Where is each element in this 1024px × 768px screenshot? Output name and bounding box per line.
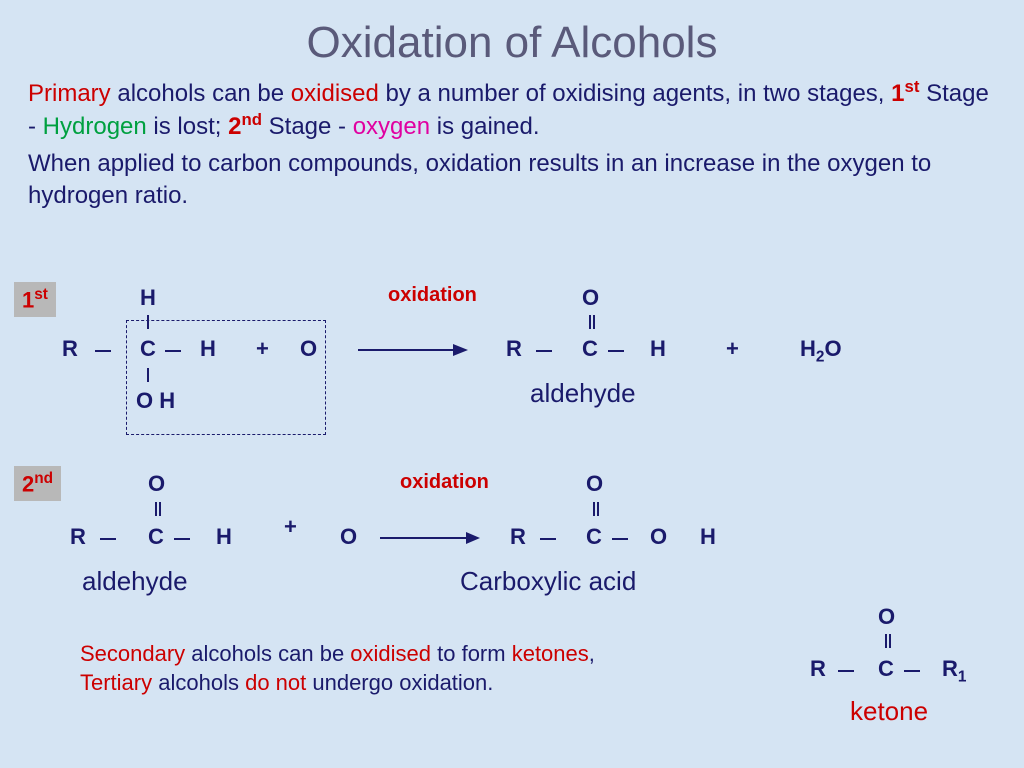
bond <box>904 670 920 672</box>
atom-c: C <box>140 336 156 362</box>
atom-o: O <box>586 471 603 497</box>
bond <box>608 350 624 352</box>
atom-c: C <box>878 656 894 682</box>
t: alcohols can be <box>111 80 291 107</box>
atom-h: H <box>700 524 716 550</box>
t: is gained. <box>430 113 539 140</box>
t: 2nd <box>228 113 262 140</box>
atom-c: C <box>148 524 164 550</box>
double-bond <box>593 502 599 516</box>
intro-block: Primary alcohols can be oxidised by a nu… <box>0 76 1024 211</box>
aldehyde-label: aldehyde <box>82 566 188 597</box>
page-title: Oxidation of Alcohols <box>0 0 1024 76</box>
oxidation-label: oxidation <box>388 284 477 307</box>
stage2-badge: 2nd <box>14 466 61 501</box>
atom-o: O <box>300 336 317 362</box>
stage1-badge: 1st <box>14 282 56 317</box>
txt-donot: do not <box>245 670 306 695</box>
txt-hydrogen: Hydrogen <box>43 113 147 140</box>
t: alcohols can be <box>185 641 350 666</box>
txt-ketones: ketones <box>512 641 589 666</box>
bond <box>838 670 854 672</box>
bond <box>536 350 552 352</box>
txt-oxygen: oxygen <box>353 113 430 140</box>
bond <box>147 315 149 329</box>
arrow-icon <box>358 340 468 365</box>
bond <box>540 538 556 540</box>
t: is lost; <box>147 113 228 140</box>
t: by a number of oxidising agents, in two … <box>379 80 891 107</box>
txt-primary: Primary <box>28 80 111 107</box>
atom-r: R <box>70 524 86 550</box>
atom-r1: R1 <box>942 656 966 686</box>
bond <box>100 538 116 540</box>
bond <box>174 538 190 540</box>
atom-h: H <box>200 336 216 362</box>
atom-c: C <box>582 336 598 362</box>
atom-h: H <box>216 524 232 550</box>
bond <box>165 350 181 352</box>
t: undergo oxidation. <box>306 670 493 695</box>
footer-text: Secondary alcohols can be oxidised to fo… <box>80 640 740 697</box>
atom-r: R <box>62 336 78 362</box>
arrow-icon <box>380 528 480 553</box>
dashed-outline <box>126 320 326 435</box>
txt-tertiary: Tertiary <box>80 670 152 695</box>
atom-r: R <box>810 656 826 682</box>
plus: + <box>284 514 297 540</box>
atom-o: O <box>148 471 165 497</box>
atom-r: R <box>506 336 522 362</box>
txt-oxidised: oxidised <box>291 80 379 107</box>
t: Stage - <box>262 113 353 140</box>
atom-o: O <box>582 285 599 311</box>
double-bond <box>155 502 161 516</box>
intro-p1: Primary alcohols can be oxidised by a nu… <box>28 76 996 142</box>
plus: + <box>726 336 739 362</box>
aldehyde-label: aldehyde <box>530 378 636 409</box>
plus: + <box>256 336 269 362</box>
t: alcohols <box>152 670 245 695</box>
ketone-label: ketone <box>850 696 928 727</box>
h2o: H2O <box>800 336 842 366</box>
bond <box>147 368 149 382</box>
t: , <box>589 641 595 666</box>
double-bond <box>589 315 595 329</box>
atom-h: H <box>650 336 666 362</box>
atom-o: O <box>340 524 357 550</box>
atom-h: H <box>140 285 156 311</box>
atom-r: R <box>510 524 526 550</box>
double-bond <box>885 634 891 648</box>
bond <box>612 538 628 540</box>
intro-p2: When applied to carbon compounds, oxidat… <box>28 148 996 210</box>
txt-oxidised: oxidised <box>350 641 431 666</box>
carboxylic-label: Carboxylic acid <box>460 566 636 597</box>
atom-oh: O H <box>136 388 175 414</box>
t: to form <box>431 641 512 666</box>
txt-secondary: Secondary <box>80 641 185 666</box>
oxidation-label: oxidation <box>400 471 489 494</box>
atom-o: O <box>878 604 895 630</box>
atom-c: C <box>586 524 602 550</box>
atom-o: O <box>650 524 667 550</box>
bond <box>95 350 111 352</box>
t: 1st <box>891 80 919 107</box>
